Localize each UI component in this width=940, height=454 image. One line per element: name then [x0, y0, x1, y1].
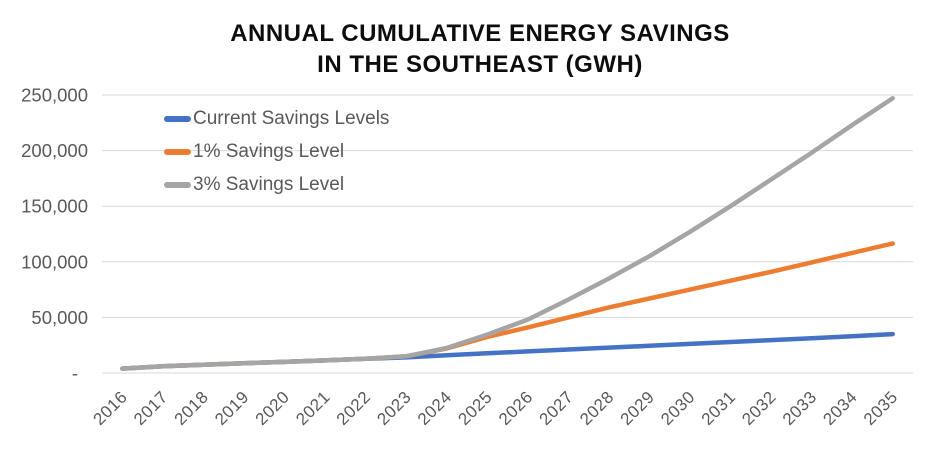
x-axis-tick-label: 2028 [576, 387, 618, 429]
x-axis-tick-label: 2021 [292, 387, 334, 429]
x-axis-tick-label: 2029 [617, 387, 659, 429]
chart-title-line1: ANNUAL CUMULATIVE ENERGY SAVINGS [230, 20, 730, 47]
x-axis-tick-label: 2027 [536, 387, 578, 429]
x-axis-tick-label: 2017 [130, 387, 172, 429]
y-axis-tick-label: 100,000 [21, 251, 88, 272]
legend-label: 1% Savings Level [193, 140, 345, 162]
x-axis-tick-label: 2035 [860, 387, 902, 429]
legend-swatch-icon [164, 115, 191, 122]
x-axis-tick-label: 2019 [211, 387, 253, 429]
legend-label: Current Savings Levels [193, 107, 390, 129]
legend-item: 1% Savings Level [164, 135, 389, 168]
x-axis-tick-label: 2034 [819, 387, 861, 429]
legend-swatch-icon [164, 148, 191, 155]
series-line-3-savings-level [120, 96, 895, 371]
chart-title-line2: IN THE SOUTHEAST (GWH) [317, 51, 643, 78]
y-axis-tick-label: - [72, 363, 78, 384]
x-axis-tick-label: 2020 [252, 387, 294, 429]
x-axis-tick-label: 2016 [90, 387, 132, 429]
x-axis-tick-label: 2023 [373, 387, 415, 429]
y-axis-tick-label: 150,000 [21, 196, 88, 217]
x-axis-tick-label: 2024 [414, 387, 456, 429]
legend-item: Current Savings Levels [164, 102, 389, 135]
y-axis-tick-label: 50,000 [31, 307, 88, 328]
legend-label: 3% Savings Level [193, 173, 345, 195]
x-axis-tick-label: 2026 [495, 387, 537, 429]
x-axis-tick-label: 2031 [698, 387, 740, 429]
x-axis-tick-label: 2030 [657, 387, 699, 429]
x-axis-tick-label: 2032 [738, 387, 780, 429]
x-axis-tick-label: 2033 [779, 387, 821, 429]
y-axis-tick-label: 200,000 [21, 140, 88, 161]
y-axis-tick-label: 250,000 [21, 85, 88, 106]
chart-title: ANNUAL CUMULATIVE ENERGY SAVINGS IN THE … [30, 18, 930, 80]
x-axis-tick-label: 2025 [454, 387, 496, 429]
legend-item: 3% Savings Level [164, 168, 389, 201]
chart-legend: Current Savings Levels 1% Savings Level 3%… [164, 102, 389, 201]
x-axis-tick-label: 2022 [333, 387, 375, 429]
legend-swatch-icon [164, 181, 191, 188]
x-axis-tick-label: 2018 [171, 387, 213, 429]
